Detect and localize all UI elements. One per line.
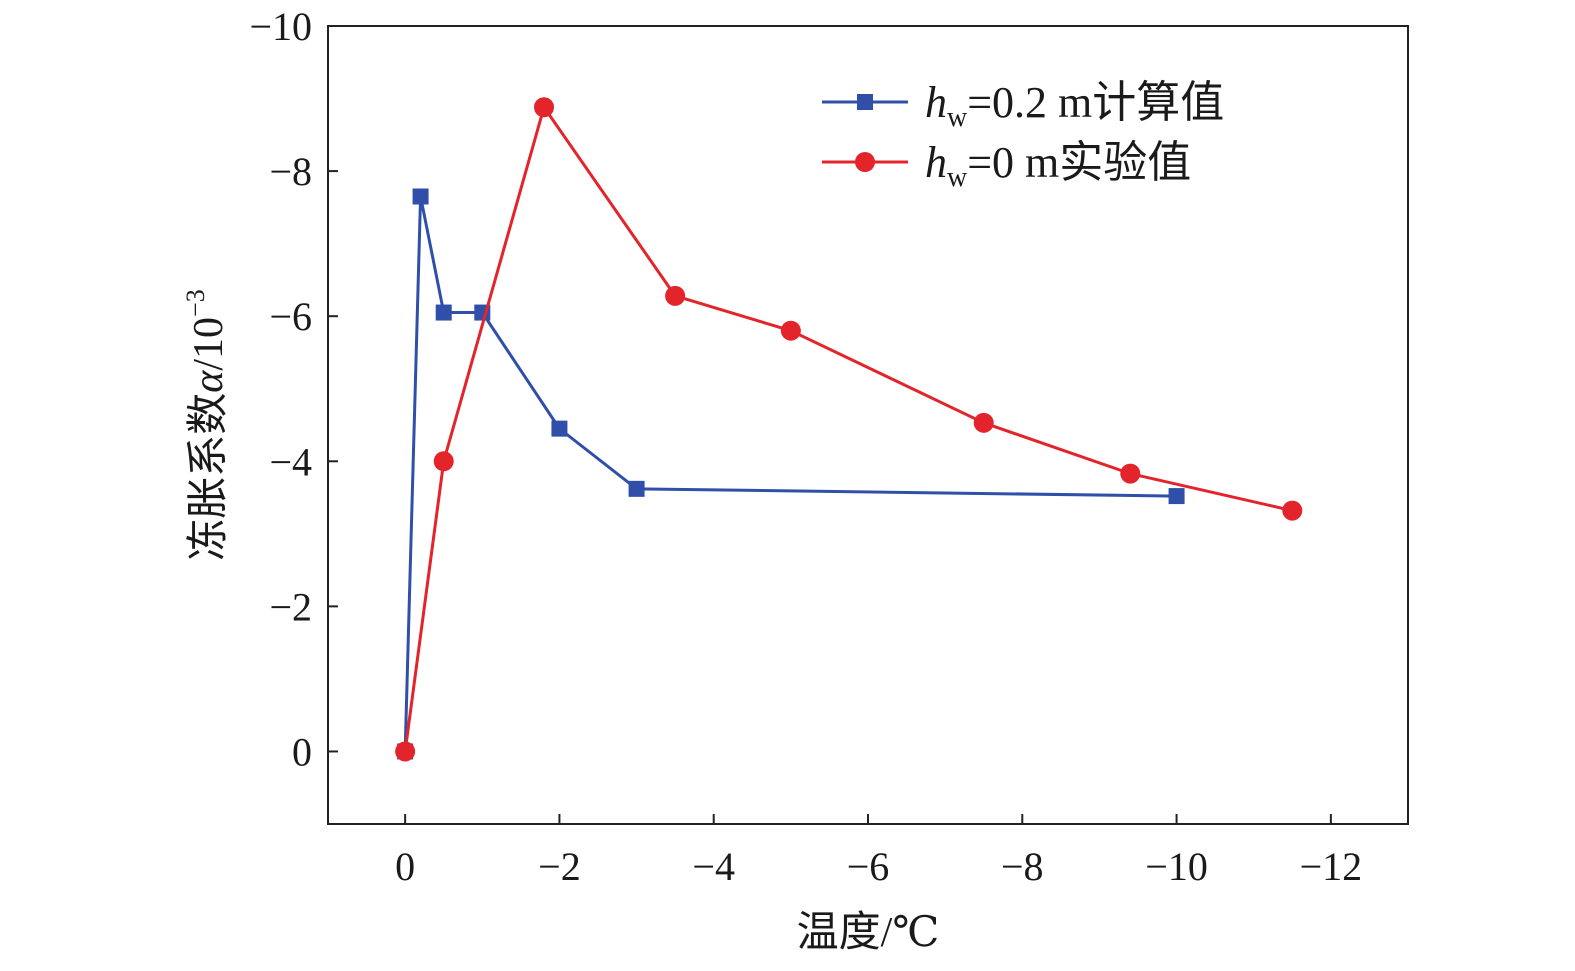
data-point — [435, 304, 452, 321]
legend-label-experimental-sub: w — [947, 162, 968, 193]
x-tick-label: −4 — [692, 844, 735, 889]
y-axis-title-unit: /10 — [186, 317, 232, 371]
y-axis-title-exponent: −3 — [181, 289, 210, 317]
y-axis-title-var: α — [186, 370, 232, 393]
data-point — [551, 420, 568, 437]
legend: hw=0.2 m计算值 hw=0 m实验值 — [822, 78, 1224, 193]
x-tick-label: −10 — [1145, 844, 1208, 889]
y-tick-label: −4 — [269, 439, 312, 484]
series-1 — [395, 97, 1303, 762]
series-line — [403, 105, 1293, 752]
legend-label-calculated-rest: =0.2 m计算值 — [967, 78, 1224, 127]
x-tick-label: −12 — [1300, 844, 1363, 889]
y-axis-title-prefix: 冻胀系数 — [185, 393, 232, 561]
legend-label-experimental-var: h — [925, 138, 947, 187]
y-tick-label: 0 — [292, 729, 312, 774]
data-point — [433, 451, 454, 472]
data-point — [534, 97, 554, 118]
x-tick-label: −6 — [847, 844, 890, 889]
x-tick-label: −8 — [1001, 844, 1044, 889]
data-point — [1282, 500, 1303, 521]
data-point — [665, 285, 686, 306]
y-tick-label: −10 — [249, 4, 312, 49]
legend-label-experimental-rest: =0 m实验值 — [967, 138, 1191, 187]
y-axis-title: 冻胀系数α/10−3 — [181, 289, 232, 560]
legend-label-experimental: hw=0 m实验值 — [925, 138, 1191, 193]
legend-item-experimental: hw=0 m实验值 — [822, 138, 1191, 193]
series-layer — [395, 97, 1303, 762]
data-point — [1120, 463, 1141, 484]
x-tick-label: −2 — [538, 844, 581, 889]
legend-label-calculated: hw=0.2 m计算值 — [925, 78, 1224, 133]
plot-frame — [327, 25, 1409, 825]
legend-label-calculated-sub: w — [947, 102, 968, 133]
x-axis-title: 温度/℃ — [797, 910, 940, 956]
legend-item-calculated: hw=0.2 m计算值 — [822, 78, 1224, 133]
data-point — [780, 320, 801, 341]
legend-marker-circle — [855, 152, 875, 172]
data-point — [395, 741, 416, 762]
y-axis: 0 −2 −4 −6 −8 −10 — [249, 4, 338, 774]
data-point — [628, 480, 645, 497]
data-point — [973, 412, 994, 433]
data-point — [412, 188, 429, 205]
y-tick-label: −2 — [269, 584, 312, 629]
y-tick-label: −6 — [269, 294, 312, 339]
legend-label-calculated-var: h — [925, 78, 947, 127]
data-point — [1168, 488, 1185, 505]
x-tick-label: 0 — [395, 844, 415, 889]
legend-marker-square — [857, 94, 873, 110]
series-0 — [397, 188, 1185, 760]
y-tick-label: −8 — [269, 149, 312, 194]
x-axis: 0 −2 −4 −6 −8 −10 −12 — [395, 814, 1362, 889]
series-line — [403, 194, 1177, 752]
